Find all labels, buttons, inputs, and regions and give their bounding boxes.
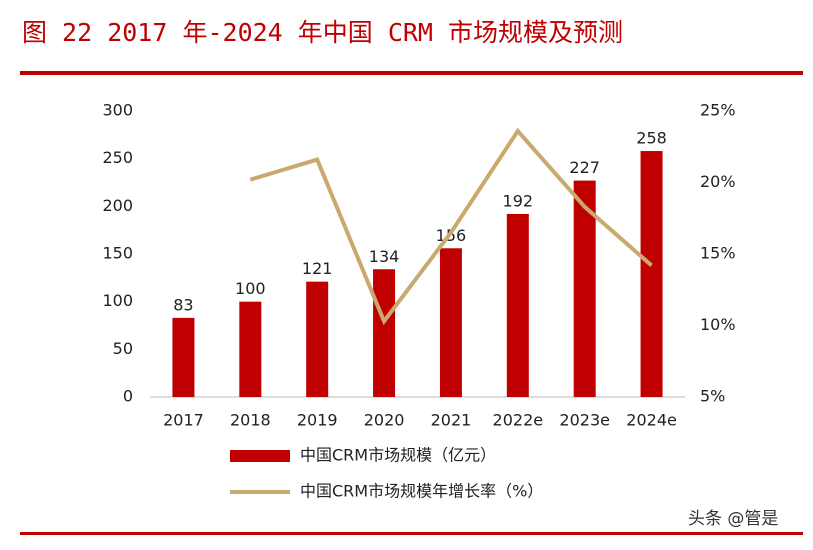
- x-tick-label: 2023e: [559, 411, 610, 430]
- x-tick-label: 2021: [431, 411, 472, 430]
- y-tick-label: 300: [102, 101, 133, 120]
- watermark: 头条 @管是: [688, 509, 778, 529]
- bar: [306, 281, 329, 397]
- y-tick-label: 100: [102, 291, 133, 310]
- bar: [640, 151, 663, 397]
- data-label: 192: [503, 191, 534, 210]
- data-label: 258: [636, 129, 667, 148]
- y2-tick-label: 5%: [700, 387, 725, 406]
- y-tick-label: 0: [123, 387, 133, 406]
- bar: [573, 180, 596, 397]
- y-tick-label: 250: [102, 148, 133, 167]
- x-tick-label: 2019: [297, 411, 338, 430]
- title-rule: [20, 71, 803, 75]
- data-label: 227: [569, 158, 600, 177]
- data-label: 121: [302, 259, 333, 278]
- y-tick-label: 200: [102, 196, 133, 215]
- line: [249, 127, 653, 326]
- x-tick-label: 2022e: [493, 411, 544, 430]
- x-tick-label: 2018: [230, 411, 271, 430]
- y2-tick-label: 20%: [700, 172, 736, 191]
- data-label: 100: [235, 279, 266, 298]
- y-tick-label: 50: [113, 339, 133, 358]
- bottom-rule: [20, 532, 803, 535]
- bar: [172, 317, 195, 397]
- bar: [373, 269, 396, 397]
- y-tick-label: 150: [102, 244, 133, 263]
- bar: [239, 301, 262, 397]
- x-tick-label: 2020: [364, 411, 405, 430]
- legend-swatch: [230, 450, 290, 462]
- data-label: 83: [173, 295, 193, 314]
- bar: [506, 213, 529, 397]
- y2-tick-label: 10%: [700, 315, 736, 334]
- chart-title: 图 22 2017 年-2024 年中国 CRM 市场规模及预测: [22, 18, 623, 47]
- bar: [439, 248, 462, 397]
- y2-tick-label: 25%: [700, 101, 736, 120]
- y2-tick-label: 15%: [700, 244, 736, 263]
- x-tick-label: 2017: [163, 411, 204, 430]
- x-tick-label: 2024e: [626, 411, 677, 430]
- data-label: 134: [369, 247, 400, 266]
- legend-label: 中国CRM市场规模年增长率（%）: [300, 482, 543, 501]
- legend-label: 中国CRM市场规模（亿元）: [300, 446, 496, 465]
